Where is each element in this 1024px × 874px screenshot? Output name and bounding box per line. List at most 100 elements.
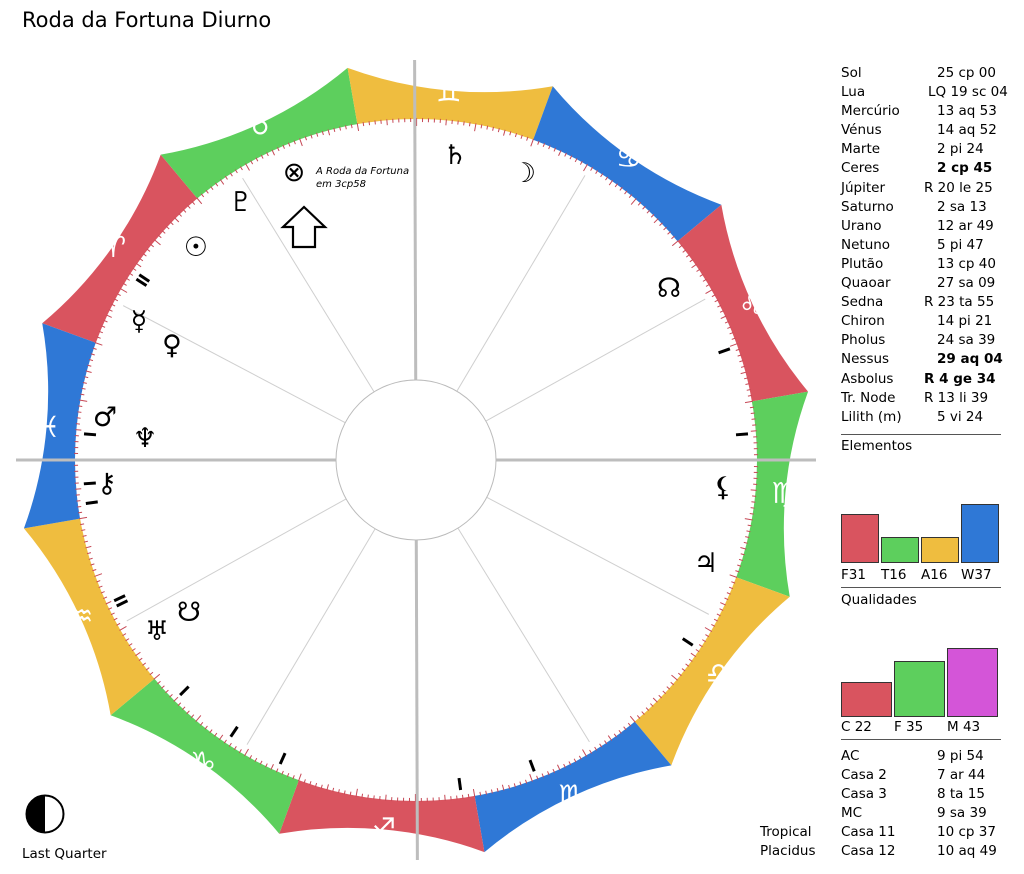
planet-name: Sol <box>841 65 862 81</box>
degree-tick <box>196 197 203 205</box>
degree-tick <box>82 534 87 537</box>
qualities-bar-label: C 22 <box>841 719 872 735</box>
degree-tick <box>344 125 347 130</box>
degree-tick <box>508 784 511 790</box>
degree-tick <box>343 790 346 795</box>
degree-tick <box>658 694 662 699</box>
degree-tick <box>749 512 754 515</box>
degree-tick <box>747 524 752 527</box>
degree-tick <box>474 123 477 132</box>
qualities-bar-fixed <box>894 661 945 717</box>
degree-tick <box>497 128 500 133</box>
planet-row: Plutão 13 cp 40 <box>841 255 1001 274</box>
degree-tick <box>468 122 471 127</box>
degree-tick <box>161 230 166 234</box>
house-name: Casa 11 <box>841 824 896 841</box>
degree-tick <box>367 794 369 799</box>
elements-heading: Elementos <box>841 438 913 454</box>
sagittarius-icon: ♐ <box>370 812 396 846</box>
degree-tick <box>88 557 93 560</box>
degree-tick <box>297 773 302 782</box>
planet-glyphs: ☉ ☽ ☿ ♀ ♂ ♃ ♄ ♅ ♆ ♇ ⚷ ☊ ☋ ⚸ ⊗ <box>83 140 749 791</box>
degree-tick <box>187 205 191 209</box>
degree-tick <box>607 735 613 741</box>
degree-tick <box>682 249 687 253</box>
degree-tick <box>83 540 89 543</box>
planet-position: R 13 li 39 <box>924 389 989 406</box>
degree-tick <box>146 248 151 252</box>
degree-tick <box>309 781 312 786</box>
degree-tick <box>746 388 751 391</box>
degree-tick <box>711 623 716 627</box>
planet-row: Lilith (m) 5 vi 24 <box>841 408 1001 427</box>
degree-tick <box>646 209 651 214</box>
degree-tick <box>316 132 319 137</box>
degree-tick <box>125 638 130 642</box>
degree-tick <box>604 740 608 745</box>
degree-tick <box>191 201 196 205</box>
aquarius-icon: ♒ <box>67 599 93 633</box>
degree-tick <box>122 282 127 286</box>
degree-tick <box>564 152 567 157</box>
angle-axis-line <box>414 539 419 861</box>
planet-position: 13 aq 53 <box>937 103 997 120</box>
sign-band-cancer <box>533 86 722 242</box>
virgo-icon: ♍ <box>772 476 798 510</box>
degree-tick <box>670 681 675 686</box>
degree-tick <box>743 377 749 380</box>
angle-axis-line <box>413 59 418 381</box>
degree-tick <box>578 755 582 760</box>
part-of-fortune-position-tick <box>278 752 287 765</box>
degree-tick <box>744 400 753 404</box>
degree-tick <box>84 376 89 379</box>
house-position: 9 sa 39 <box>937 805 987 822</box>
degree-tick <box>525 779 528 784</box>
degree-tick <box>86 552 92 555</box>
degree-tick <box>698 644 703 648</box>
degree-tick <box>689 259 694 263</box>
degree-tick <box>215 182 219 187</box>
degree-tick <box>445 119 447 126</box>
degree-tick <box>485 790 488 795</box>
degree-tick <box>90 563 95 566</box>
degree-tick <box>219 179 225 185</box>
house-row: MC 9 sa 39 <box>841 804 1001 823</box>
degree-tick <box>113 617 118 621</box>
degree-tick <box>110 612 115 616</box>
degree-tick <box>542 142 546 148</box>
degree-tick <box>685 254 690 258</box>
planet-name: Nessus <box>841 351 890 368</box>
degree-tick <box>563 763 566 768</box>
degree-tick <box>80 523 85 526</box>
degree-tick <box>119 626 127 631</box>
planet-name: Marte <box>841 141 881 158</box>
degree-tick <box>729 343 738 347</box>
house-cusp-line <box>486 496 710 615</box>
degree-tick <box>529 773 533 782</box>
degree-tick <box>79 399 88 402</box>
chiron-position-tick <box>83 432 97 437</box>
degree-tick <box>552 768 556 773</box>
degree-tick <box>713 618 718 622</box>
degree-tick <box>479 791 482 796</box>
degree-tick <box>223 739 227 744</box>
planet-name: Lilith (m) <box>841 408 902 425</box>
degree-tick <box>728 586 734 590</box>
degree-tick <box>303 779 306 784</box>
elements-bar-air <box>921 537 959 563</box>
chiron-icon: ⚷ <box>97 468 117 499</box>
degree-tick <box>705 634 710 638</box>
degree-tick <box>94 573 103 577</box>
degree-tick <box>624 190 628 195</box>
degree-tick <box>361 793 364 798</box>
degree-tick <box>695 649 700 653</box>
part-of-fortune-icon: ⊗ <box>283 157 306 188</box>
degree-tick <box>100 591 105 594</box>
degree-tick <box>356 123 360 132</box>
degree-tick <box>737 354 742 357</box>
degree-tick <box>745 383 750 386</box>
planet-position: 12 ar 49 <box>937 217 994 234</box>
house-position: 10 cp 37 <box>937 824 996 841</box>
degree-tick <box>662 690 667 695</box>
degree-tick <box>210 186 214 191</box>
